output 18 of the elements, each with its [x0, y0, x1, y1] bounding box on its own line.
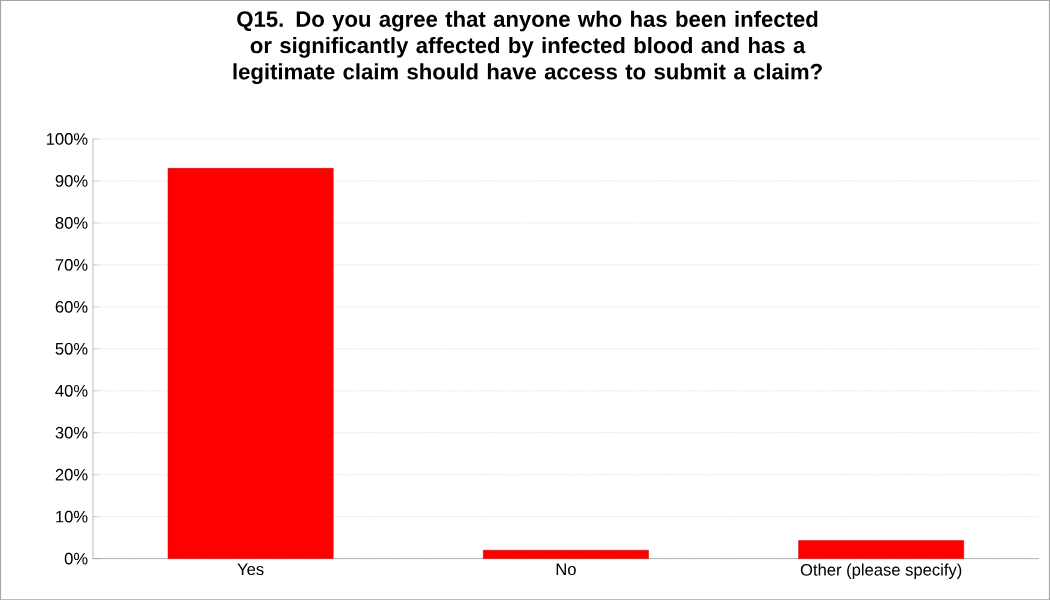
y-tick-label: 80%: [55, 216, 88, 229]
y-tick-label: 100%: [46, 132, 88, 145]
y-tick-label: 90%: [55, 174, 88, 187]
y-tick-label: 10%: [56, 510, 88, 523]
y-tick-label: 70%: [55, 258, 88, 271]
bar: [798, 540, 965, 559]
bar: [483, 549, 649, 559]
x-tick-label: Yes: [237, 563, 264, 575]
y-tick-label: 60%: [55, 300, 88, 313]
y-tick-label: 40%: [55, 384, 88, 397]
y-tick-label: 20%: [55, 468, 88, 481]
chart-title: Q15. Do you agree that anyone who has been infected or significantly affected by infected blood and has a legitimate claim should have access to submit a claim?: [233, 10, 822, 84]
y-tick-label: 50%: [55, 342, 88, 355]
y-tick-label: 30%: [55, 426, 88, 439]
x-tick-label: Other (please specify): [800, 563, 962, 579]
y-tick-label: 0%: [64, 552, 88, 565]
bar: [167, 167, 334, 559]
x-tick-label: No: [556, 563, 576, 575]
